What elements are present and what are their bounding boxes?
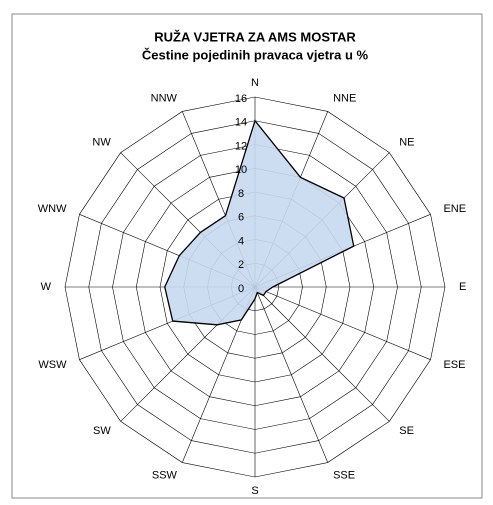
chart-subtitle: Čestine pojedinih pravaca vjetra u % xyxy=(142,47,369,62)
category-label: SSE xyxy=(333,469,355,481)
r-tick-label: 0 xyxy=(238,283,244,295)
category-label: NNE xyxy=(333,92,356,104)
r-tick-label: 10 xyxy=(235,164,247,176)
r-tick-label: 12 xyxy=(235,140,247,152)
chart-title: RUŽA VJETRA ZA AMS MOSTAR xyxy=(154,29,356,44)
category-label: W xyxy=(41,281,52,293)
r-tick-label: 6 xyxy=(238,212,244,224)
category-label: SE xyxy=(399,425,414,437)
r-tick-label: 16 xyxy=(235,93,247,105)
category-label: ESE xyxy=(443,359,465,371)
category-label: NNW xyxy=(151,92,178,104)
r-tick-label: 4 xyxy=(238,235,244,247)
r-tick-label: 2 xyxy=(238,259,244,271)
spoke xyxy=(254,286,431,360)
category-label: WNW xyxy=(38,203,67,215)
category-label: N xyxy=(251,77,259,89)
r-tick-label: 8 xyxy=(238,188,244,200)
category-label: S xyxy=(251,485,258,497)
spoke xyxy=(254,286,328,463)
r-tick-label: 14 xyxy=(235,117,247,129)
category-label: SW xyxy=(93,425,111,437)
category-label: ENE xyxy=(443,203,466,215)
category-label: WSW xyxy=(38,359,67,371)
data-area xyxy=(164,119,355,326)
spoke xyxy=(254,286,390,422)
category-label: NW xyxy=(92,137,111,149)
category-label: SSW xyxy=(152,469,178,481)
category-label: NE xyxy=(399,137,414,149)
category-label: E xyxy=(459,281,466,293)
